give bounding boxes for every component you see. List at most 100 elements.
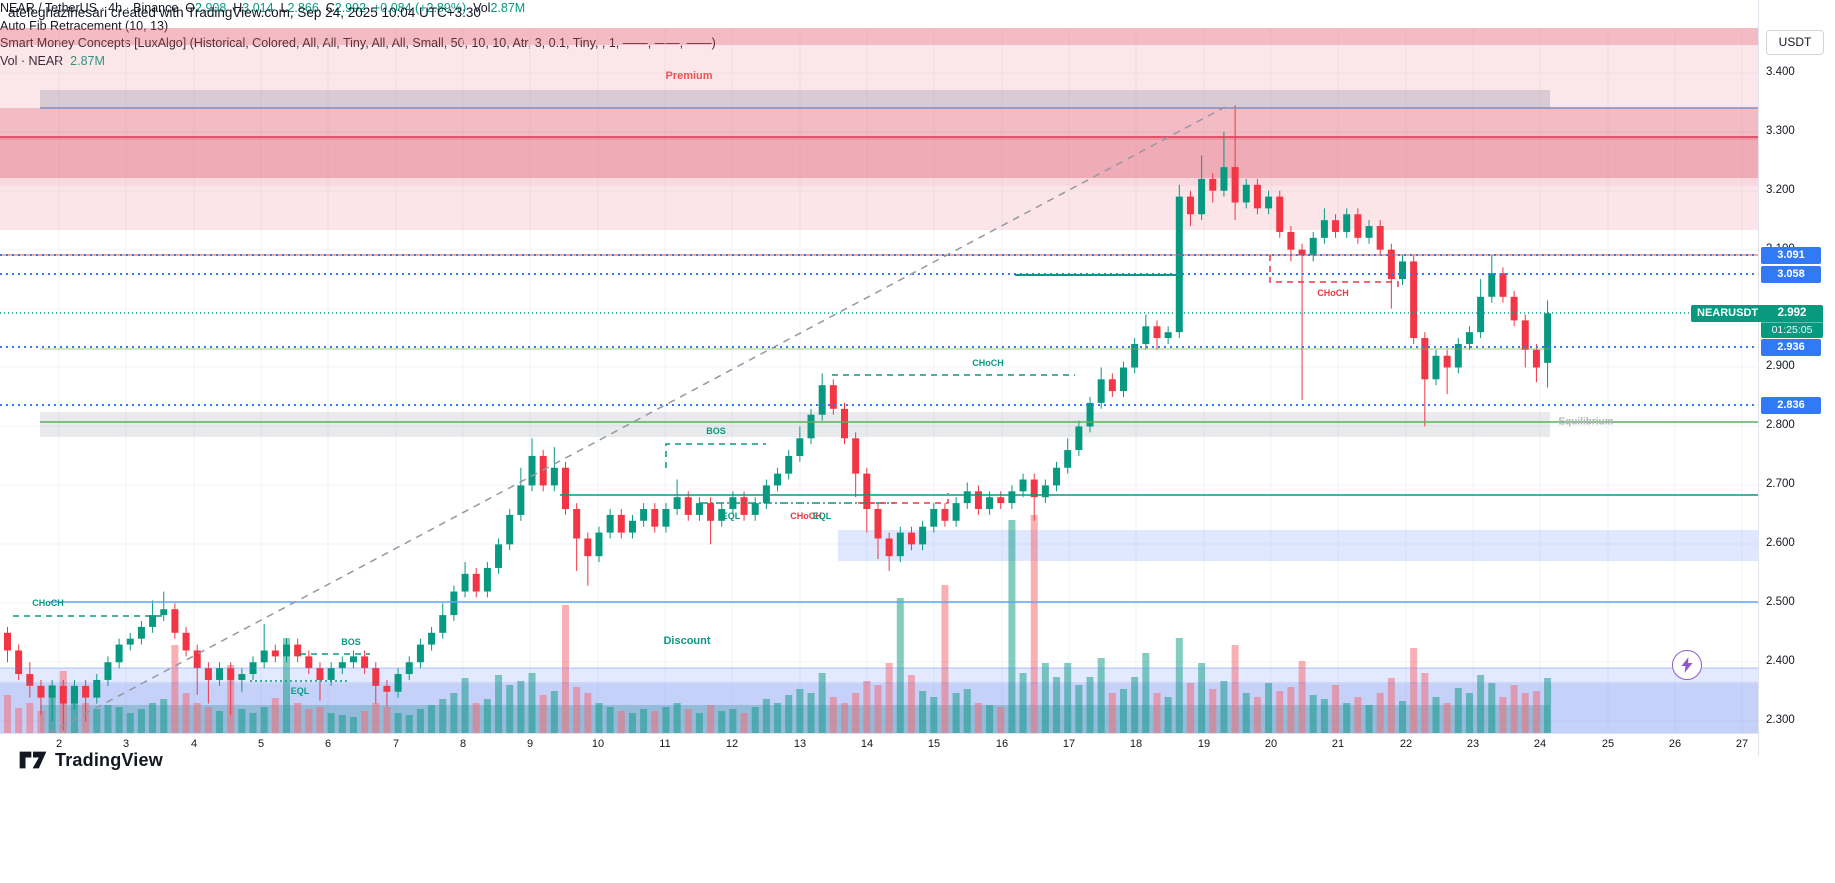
candle-body	[941, 509, 949, 521]
volume-bar	[751, 707, 759, 733]
candle-body	[1387, 249, 1395, 280]
candle-body	[1343, 214, 1351, 232]
time-scale-label: 19	[1197, 738, 1211, 750]
candle-body	[774, 473, 782, 486]
candle-body	[562, 467, 569, 510]
volume-indicator-row[interactable]: Vol · NEAR 2.87M	[0, 53, 1835, 70]
volume-bar	[450, 693, 458, 733]
volume-bar	[919, 691, 927, 733]
candle-body	[807, 414, 815, 439]
volume-bar	[829, 697, 837, 733]
volume-bar	[963, 689, 971, 733]
candle-body	[1008, 491, 1016, 504]
current-price-value: 2.992	[1761, 305, 1823, 322]
volume-bar	[1220, 681, 1228, 733]
volume-bar	[1465, 693, 1473, 733]
volume-bar	[1253, 697, 1261, 733]
alert-price-tag[interactable]: 3.058	[1761, 265, 1821, 283]
smc-zone	[0, 140, 1758, 178]
chart-legend[interactable]: NEAR / TetherUS · 4h · Binance O2.908 H3…	[0, 0, 1835, 69]
time-scale-label: 7	[392, 738, 400, 750]
time-scale-label: 12	[725, 738, 739, 750]
candle-body	[1108, 379, 1116, 392]
candle-body	[26, 674, 34, 686]
boost-button[interactable]	[1672, 650, 1702, 680]
candle-body	[640, 509, 648, 521]
volume-bar	[1287, 687, 1295, 733]
smc-zone	[0, 178, 1758, 186]
candle-body	[785, 455, 793, 474]
candle-body	[885, 538, 893, 557]
candle-body	[305, 656, 313, 669]
symbol-title[interactable]: NEAR / TetherUS	[0, 1, 98, 15]
candle-body	[919, 526, 927, 545]
smc-indicator-row[interactable]: Smart Money Concepts [LuxAlgo] (Historic…	[0, 35, 1835, 52]
candle-body	[1477, 296, 1485, 333]
ohlc-close-label: C	[325, 1, 335, 15]
candle-body	[1399, 261, 1406, 280]
vol-label: Vol	[473, 1, 491, 15]
candle-body	[662, 509, 670, 527]
candle-body	[1499, 273, 1507, 297]
volume-bar	[562, 605, 569, 733]
candle-body	[651, 509, 659, 527]
volume-bar	[662, 707, 670, 733]
volume-bar	[1242, 693, 1250, 733]
volume-bar	[1521, 693, 1529, 733]
candle-body	[1421, 338, 1429, 380]
price-scale-label: 3.400	[1766, 66, 1795, 78]
tradingview-logo-text: TradingView	[55, 749, 163, 770]
candle-body	[1253, 184, 1261, 209]
alert-price-tag[interactable]: 3.091	[1761, 246, 1821, 264]
candle-body	[461, 573, 469, 592]
candle-body	[361, 656, 369, 669]
volume-bar	[349, 717, 357, 733]
volume-bar	[952, 693, 960, 733]
candle-body	[416, 644, 424, 663]
candle-body	[48, 685, 56, 698]
volume-bar	[327, 713, 335, 733]
candle-body	[204, 668, 212, 680]
time-scale-label: 18	[1129, 738, 1143, 750]
time-axis[interactable]: 2 3 4 5 6 7 8 9 10 11 12 13 14 15 16 17 18 19 20 21 22 23 24 25…	[0, 734, 1758, 756]
volume-bar	[182, 693, 190, 733]
candle-body	[283, 644, 290, 657]
smc-zone	[40, 90, 1550, 108]
candle-body	[550, 467, 558, 486]
symbol-legend-row[interactable]: NEAR / TetherUS · 4h · Binance O2.908 H3…	[0, 1, 526, 15]
candle-body	[952, 503, 960, 521]
alert-price-tag[interactable]: 2.936	[1761, 338, 1821, 356]
volume-bar	[628, 713, 636, 733]
structure-label-choch: CHoCH	[972, 358, 1004, 368]
volume-bar	[796, 689, 804, 733]
volume-bar	[930, 697, 938, 733]
price-scale-label: 2.700	[1766, 478, 1795, 490]
volume-bar	[941, 585, 949, 733]
volume-bar	[1164, 697, 1172, 733]
interval[interactable]: 4h	[108, 1, 123, 15]
tradingview-logo[interactable]: TradingView	[18, 748, 163, 772]
volume-bar	[1410, 648, 1418, 733]
volume-bar	[1365, 705, 1373, 733]
price-axis[interactable]: 3.4003.3003.2003.1002.9002.8002.7002.600…	[1759, 0, 1835, 733]
candle-body	[1276, 196, 1284, 232]
alert-price-tag[interactable]: 2.836	[1761, 396, 1821, 414]
structure-label-discount: Discount	[663, 635, 711, 647]
candle-body	[1053, 467, 1061, 486]
structure-label-choch: CHoCH	[32, 598, 64, 608]
currency-toggle-button[interactable]: USDT	[1766, 30, 1824, 55]
volume-bar	[1499, 697, 1507, 733]
candle-body	[841, 408, 848, 439]
candle-body	[1532, 349, 1540, 368]
price-scale-label: 2.900	[1766, 360, 1795, 372]
candle-body	[70, 685, 78, 704]
candle-body	[1064, 450, 1072, 468]
candle-body	[617, 514, 625, 533]
candle-body	[1287, 231, 1295, 250]
candle-body	[294, 644, 302, 657]
price-chart-canvas[interactable]	[0, 28, 1758, 733]
volume-bar	[986, 705, 994, 733]
volume-bar	[15, 708, 23, 733]
volume-bar	[483, 699, 491, 733]
